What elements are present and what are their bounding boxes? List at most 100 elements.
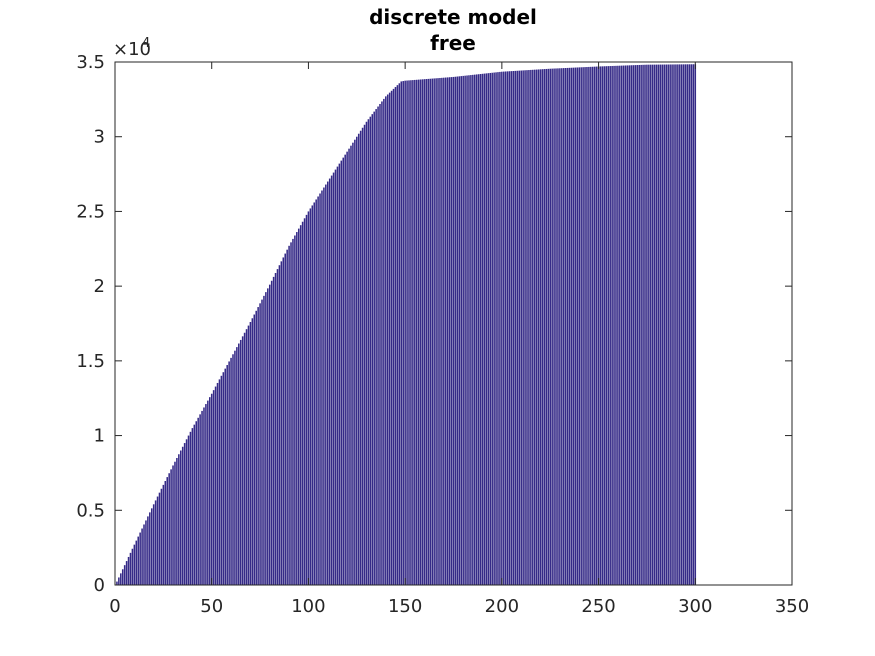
bar bbox=[452, 76, 455, 585]
bar bbox=[454, 76, 457, 585]
bar bbox=[404, 80, 406, 586]
bar bbox=[280, 261, 283, 585]
bar bbox=[282, 257, 285, 585]
y-tick-label: 0 bbox=[94, 575, 105, 596]
bar bbox=[286, 249, 288, 585]
bar bbox=[183, 443, 186, 585]
bar bbox=[176, 457, 178, 585]
bar bbox=[671, 64, 673, 585]
bar bbox=[621, 65, 623, 586]
bar bbox=[160, 488, 163, 585]
bar bbox=[189, 431, 192, 585]
bar bbox=[149, 512, 151, 585]
bar bbox=[307, 211, 310, 585]
bar bbox=[593, 66, 596, 585]
bar bbox=[220, 375, 223, 585]
x-tick-label: 350 bbox=[775, 596, 809, 617]
bar bbox=[241, 336, 244, 585]
bar bbox=[313, 202, 316, 585]
bar bbox=[228, 361, 230, 585]
bar bbox=[120, 573, 122, 585]
bar bbox=[533, 69, 536, 586]
bar bbox=[655, 64, 658, 586]
bar bbox=[578, 67, 580, 585]
bar bbox=[261, 299, 263, 585]
bar bbox=[408, 80, 410, 585]
bar bbox=[191, 428, 194, 585]
y-tick-label: 0.5 bbox=[76, 500, 105, 521]
bar bbox=[503, 71, 505, 586]
bar bbox=[433, 78, 435, 585]
bar bbox=[435, 78, 437, 585]
x-tick-label: 250 bbox=[581, 596, 615, 617]
bar bbox=[377, 106, 379, 585]
bar bbox=[622, 65, 625, 586]
y-tick-label: 3.5 bbox=[76, 52, 105, 73]
bar bbox=[479, 74, 482, 585]
bar bbox=[243, 332, 246, 585]
bar bbox=[603, 66, 606, 585]
bar bbox=[566, 67, 569, 586]
bar bbox=[139, 532, 141, 585]
bar bbox=[690, 64, 693, 585]
bar bbox=[147, 516, 149, 585]
bar bbox=[218, 379, 221, 585]
x-tick-label: 0 bbox=[109, 596, 120, 617]
bar bbox=[234, 350, 236, 585]
bar bbox=[288, 245, 290, 586]
bar bbox=[532, 69, 534, 586]
bar bbox=[263, 295, 265, 585]
bar bbox=[127, 556, 130, 585]
bar bbox=[361, 127, 364, 585]
bar bbox=[365, 121, 368, 586]
bar bbox=[439, 77, 441, 586]
bar bbox=[617, 65, 619, 585]
bar bbox=[265, 292, 267, 585]
bar bbox=[383, 98, 385, 585]
bar bbox=[541, 69, 544, 585]
bar bbox=[591, 66, 594, 585]
bar bbox=[255, 310, 257, 585]
bar bbox=[487, 73, 490, 586]
bar bbox=[692, 64, 695, 585]
bar bbox=[599, 66, 602, 585]
bar bbox=[187, 435, 190, 585]
bar bbox=[249, 322, 252, 585]
bar bbox=[499, 71, 501, 586]
bar bbox=[679, 64, 681, 585]
bar bbox=[586, 67, 588, 585]
bar bbox=[582, 67, 584, 585]
bar bbox=[348, 148, 350, 586]
bar bbox=[309, 208, 312, 585]
bar bbox=[570, 67, 573, 586]
bar bbox=[497, 72, 499, 585]
bar bbox=[588, 66, 590, 586]
bar bbox=[207, 400, 209, 585]
bar bbox=[632, 65, 635, 585]
bar bbox=[392, 88, 395, 586]
bar bbox=[675, 64, 677, 586]
bar bbox=[504, 71, 507, 586]
bar bbox=[359, 130, 362, 586]
bar bbox=[276, 269, 279, 585]
bar bbox=[357, 133, 360, 586]
bar bbox=[630, 65, 633, 585]
bar bbox=[327, 181, 329, 586]
bar bbox=[475, 74, 478, 586]
bar bbox=[259, 303, 261, 585]
bar bbox=[178, 454, 180, 585]
bar bbox=[123, 565, 126, 585]
bar bbox=[555, 68, 557, 585]
bar bbox=[224, 368, 227, 585]
bar bbox=[638, 64, 640, 586]
bar bbox=[203, 407, 205, 585]
bar bbox=[526, 70, 528, 585]
bar bbox=[557, 68, 559, 586]
bar bbox=[684, 64, 687, 585]
bar bbox=[669, 64, 671, 586]
bar bbox=[296, 232, 298, 586]
bar bbox=[427, 78, 430, 585]
chart-title: discrete model bbox=[369, 5, 537, 29]
bar bbox=[121, 569, 124, 585]
